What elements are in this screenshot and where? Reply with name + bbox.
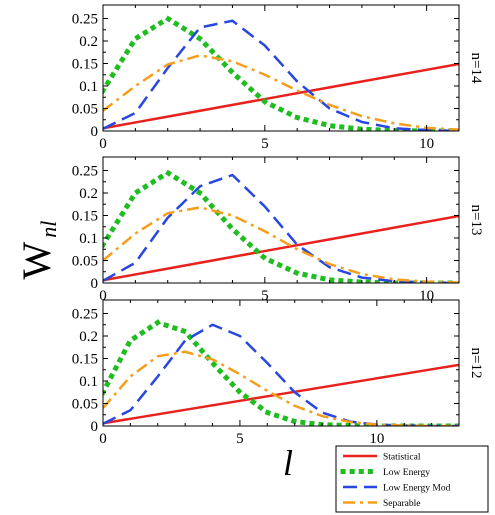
plot-frame [102, 156, 460, 284]
panels: 00.050.10.150.20.250 5 10n=1400.050.10.150… [72, 4, 484, 447]
y-axis-label: W nl [14, 221, 61, 280]
legend: Statistical Low Energy Low Energy Mod Separ… [335, 445, 489, 513]
series-line-low-energy-mod [103, 173, 459, 283]
plot-frame [102, 4, 460, 132]
series-line-low-energy-mod [103, 323, 459, 426]
y-tick-label: 0.15 [72, 57, 98, 73]
x-tick-label: 10 [369, 431, 384, 447]
x-tick-label: 0 [99, 136, 107, 152]
series-line-statistical [103, 62, 459, 130]
panel-n=12: 0 0.05 0.1 0.15 0.2 0.25 0 5 10 n=12 [72, 299, 484, 447]
panel-n=13: 00.050.10.150.20.250 5 10n=13 [72, 156, 484, 304]
y-tick-label: 0.2 [79, 34, 98, 50]
series-line-statistical [103, 363, 459, 425]
series-group [103, 170, 459, 283]
series-line-low-energy [103, 170, 459, 283]
legend-label: Separable [383, 499, 420, 509]
panel-n=14: 0 0.05 0.1 0.15 0.2 0.25 0 5 10 n=14 [72, 4, 484, 152]
x-tick-label: 5 [261, 288, 269, 304]
x-tick-label: 0 [99, 288, 107, 304]
x-tick-label: 5 [236, 431, 244, 447]
series-line-statistical [103, 214, 459, 282]
x-tick-label: 5 [261, 136, 269, 152]
y-tick-label: 0.1 [79, 231, 98, 247]
y-tick-label: 0.05 [72, 254, 98, 270]
y-tick-label: 0.2 [79, 186, 98, 202]
series-line-low-energy [103, 16, 459, 131]
y-tick-label: 0.25 [72, 12, 98, 28]
legend-label: Low Energy [383, 468, 430, 478]
y-tick-label: 0.15 [72, 352, 98, 368]
y-tick-label: 0 [91, 419, 99, 435]
series-line-low-energy-mod [103, 19, 459, 131]
panel-label: n=14 [468, 53, 484, 84]
x-axis-label: l [283, 443, 293, 483]
y-tick-label: 0 [91, 124, 99, 140]
y-tick-label: 0.25 [72, 307, 98, 323]
series-line-separable [103, 206, 459, 283]
plot-frame [102, 299, 460, 427]
series-group [103, 16, 459, 131]
y-tick-label: 0.1 [79, 374, 98, 390]
panel-label: n=12 [468, 348, 484, 379]
y-tick-label: 0.05 [72, 102, 98, 118]
series-line-separable [103, 350, 459, 426]
x-tick-label: 10 [419, 136, 434, 152]
series-line-separable [103, 54, 459, 131]
legend-label: Low Energy Mod [383, 484, 451, 494]
y-tick-label: 0.15 [72, 209, 98, 225]
y-tick-label: 0.1 [79, 79, 98, 95]
y-axis-label-subscript: nl [36, 221, 61, 238]
y-tick-label: 0.2 [79, 329, 98, 345]
y-axis-label-main: W [14, 241, 59, 279]
x-tick-label: 0 [99, 431, 107, 447]
panel-label: n=13 [468, 205, 484, 236]
legend-label: Statistical [383, 453, 421, 463]
y-tick-label: 0.05 [72, 397, 98, 413]
y-tick-label: 0.25 [72, 164, 98, 180]
y-tick-label: 0 [91, 276, 99, 292]
series-group [103, 320, 459, 426]
